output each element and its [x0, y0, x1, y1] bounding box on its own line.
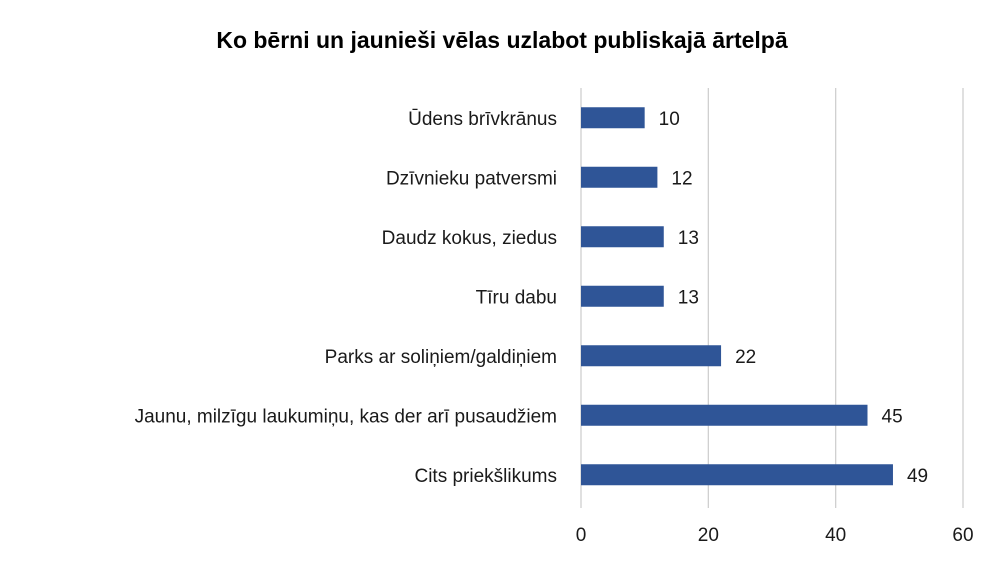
value-labels: 10 12 13 13 22 45 49	[659, 109, 928, 487]
bar	[581, 226, 664, 248]
bar	[581, 107, 645, 129]
bar	[581, 345, 722, 367]
value-label: 45	[882, 406, 903, 427]
x-tick-label: 0	[576, 525, 587, 546]
category-label: Dzīvnieku patversmi	[386, 168, 557, 189]
value-label: 49	[907, 466, 928, 487]
x-tick-label: 20	[698, 525, 719, 546]
x-tick-label: 40	[825, 525, 846, 546]
x-tick-label: 60	[952, 525, 973, 546]
bar	[581, 285, 664, 307]
category-label: Daudz kokus, ziedus	[382, 228, 557, 249]
category-label: Ūdens brīvkrānus	[408, 109, 557, 130]
category-labels: Ūdens brīvkrānus Dzīvnieku patversmi Daudz…	[135, 109, 557, 487]
category-label: Cits priekšlikums	[414, 466, 557, 487]
category-label: Parks ar soliņiem/galdiņiem	[325, 347, 557, 368]
value-label: 12	[671, 168, 692, 189]
x-axis-ticks: 0 20 40 60	[576, 525, 974, 546]
bar	[581, 464, 893, 486]
category-label: Tīru dabu	[476, 287, 557, 308]
category-label: Jaunu, milzīgu laukumiņu, kas der arī pu…	[135, 406, 557, 427]
bar	[581, 404, 868, 426]
bar	[581, 166, 658, 188]
value-label: 22	[735, 347, 756, 368]
value-label: 13	[678, 228, 699, 249]
value-label: 13	[678, 287, 699, 308]
bars	[581, 107, 893, 486]
chart-title: Ko bērni un jaunieši vēlas uzlabot publi…	[216, 27, 788, 53]
value-label: 10	[659, 109, 680, 130]
